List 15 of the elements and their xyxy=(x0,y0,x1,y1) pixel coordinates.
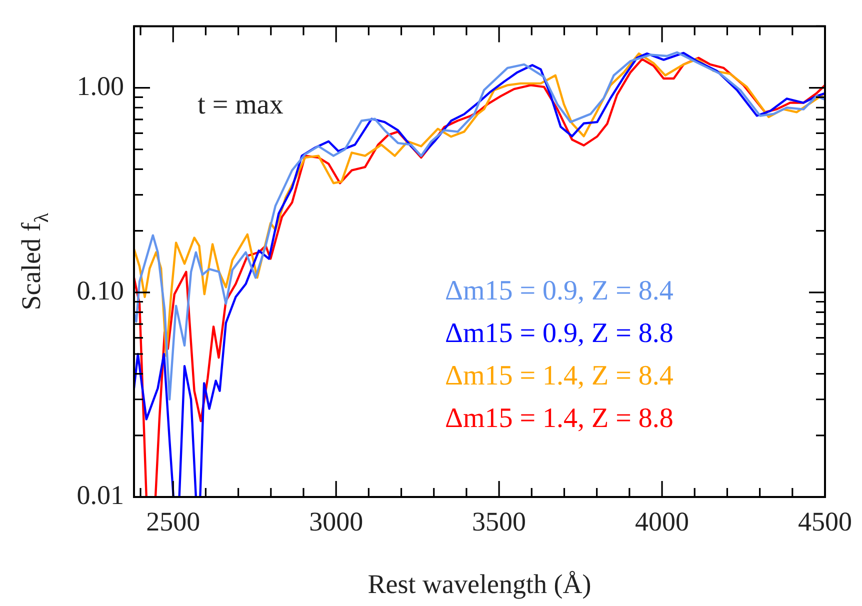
x-tick-label: 3000 xyxy=(309,506,364,536)
y-tick-label: 0.01 xyxy=(76,480,124,510)
text: Δm15 = 0.9, Z = 8.4 xyxy=(444,276,674,307)
text: Δm15 = 1.4, Z = 8.4 xyxy=(444,360,674,392)
x-tick-label: 4000 xyxy=(635,506,690,536)
text: Δm15 = 1.4, Z = 8.8 xyxy=(444,403,674,434)
y-tick-label: 0.10 xyxy=(76,275,124,306)
x-tick-label: 2500 xyxy=(146,506,200,536)
annotation: t = max xyxy=(198,90,284,121)
x-tick-label: 4500 xyxy=(798,506,852,536)
y-tick-label: 1.00 xyxy=(76,70,124,101)
y-axis-title: Scaled fλ xyxy=(16,212,53,310)
x-tick-label: 3500 xyxy=(472,506,526,536)
x-axis-title: Rest wavelength (Å) xyxy=(368,568,592,599)
text: Δm15 = 0.9, Z = 8.8 xyxy=(444,318,674,350)
